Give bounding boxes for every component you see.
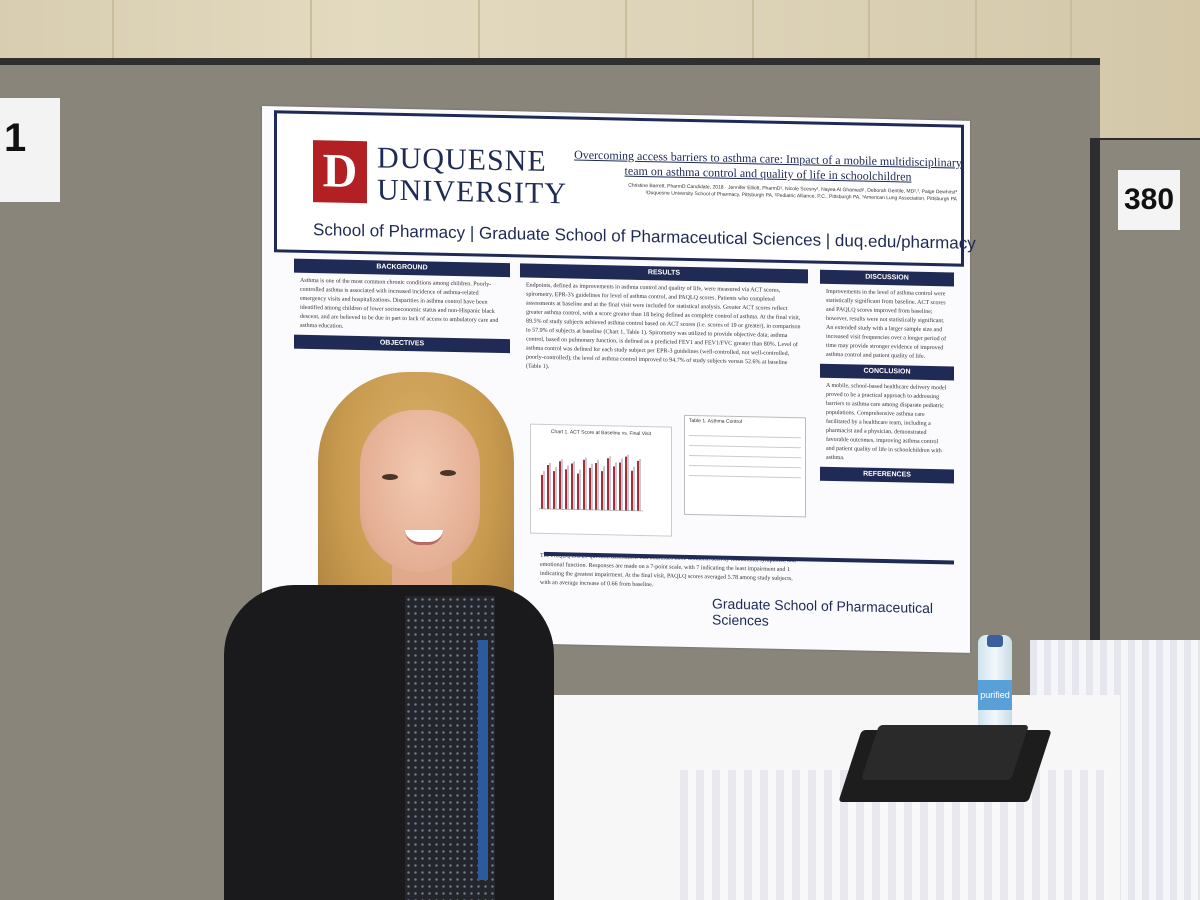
poster-footer: Graduate School of Pharmaceutical Scienc… [712,595,934,629]
presenter-lanyard [478,640,488,880]
act-score-chart: Chart 1. ACT Score at Baseline vs. Final… [530,423,672,537]
table-title: Table 1. Asthma Control [689,417,743,426]
booth-sign-left-number: 1 [4,116,27,160]
conclusion-text: A mobile, school-based healthcare delive… [826,382,947,462]
chart-bars [539,454,643,512]
right-column: DISCUSSION Improvements in the level of … [820,269,954,484]
left-eye [382,474,398,480]
background-text: Asthma is one of the most common chronic… [300,277,499,330]
table-rule [689,454,801,459]
discussion-text: Improvements in the level of asthma cont… [826,288,947,360]
school-bar: School of Pharmacy | Graduate School of … [313,220,976,253]
booth-number-sign: 380 [1118,170,1180,230]
bottle-label: purified [978,680,1012,710]
presenter-face [360,410,480,572]
research-poster: D DUQUESNE UNIVERSITY Overcoming access … [262,106,976,653]
presenter-smile [405,530,443,545]
poster-board-right [1090,140,1200,680]
right-eye [440,470,456,476]
duquesne-logo-icon: D [313,140,367,204]
table-rule [689,464,801,469]
poster-header: D DUQUESNE UNIVERSITY Overcoming access … [274,110,976,267]
bottle-cap [987,635,1003,647]
poster-authors: Christine Barrett, PharmD Candidate, 201… [577,182,957,204]
results-text: Endpoints, defined as improvements in as… [526,282,801,371]
table-rule [689,444,801,449]
university-name-line2: UNIVERSITY [377,173,567,211]
poster-title: Overcoming access barriers to asthma car… [574,147,962,184]
booth-sign-left: 1 [0,98,60,202]
presenter-jacket [224,585,554,900]
portfolio-cover [861,725,1029,780]
references-heading: REFERENCES [820,466,954,484]
table-rule [689,434,801,439]
asthma-control-table: Table 1. Asthma Control [684,414,806,518]
left-column: BACKGROUND Asthma is one of the most com… [294,258,510,354]
table-rule [689,474,801,479]
results-column: RESULTS Endpoints, defined as improvemen… [520,263,808,381]
